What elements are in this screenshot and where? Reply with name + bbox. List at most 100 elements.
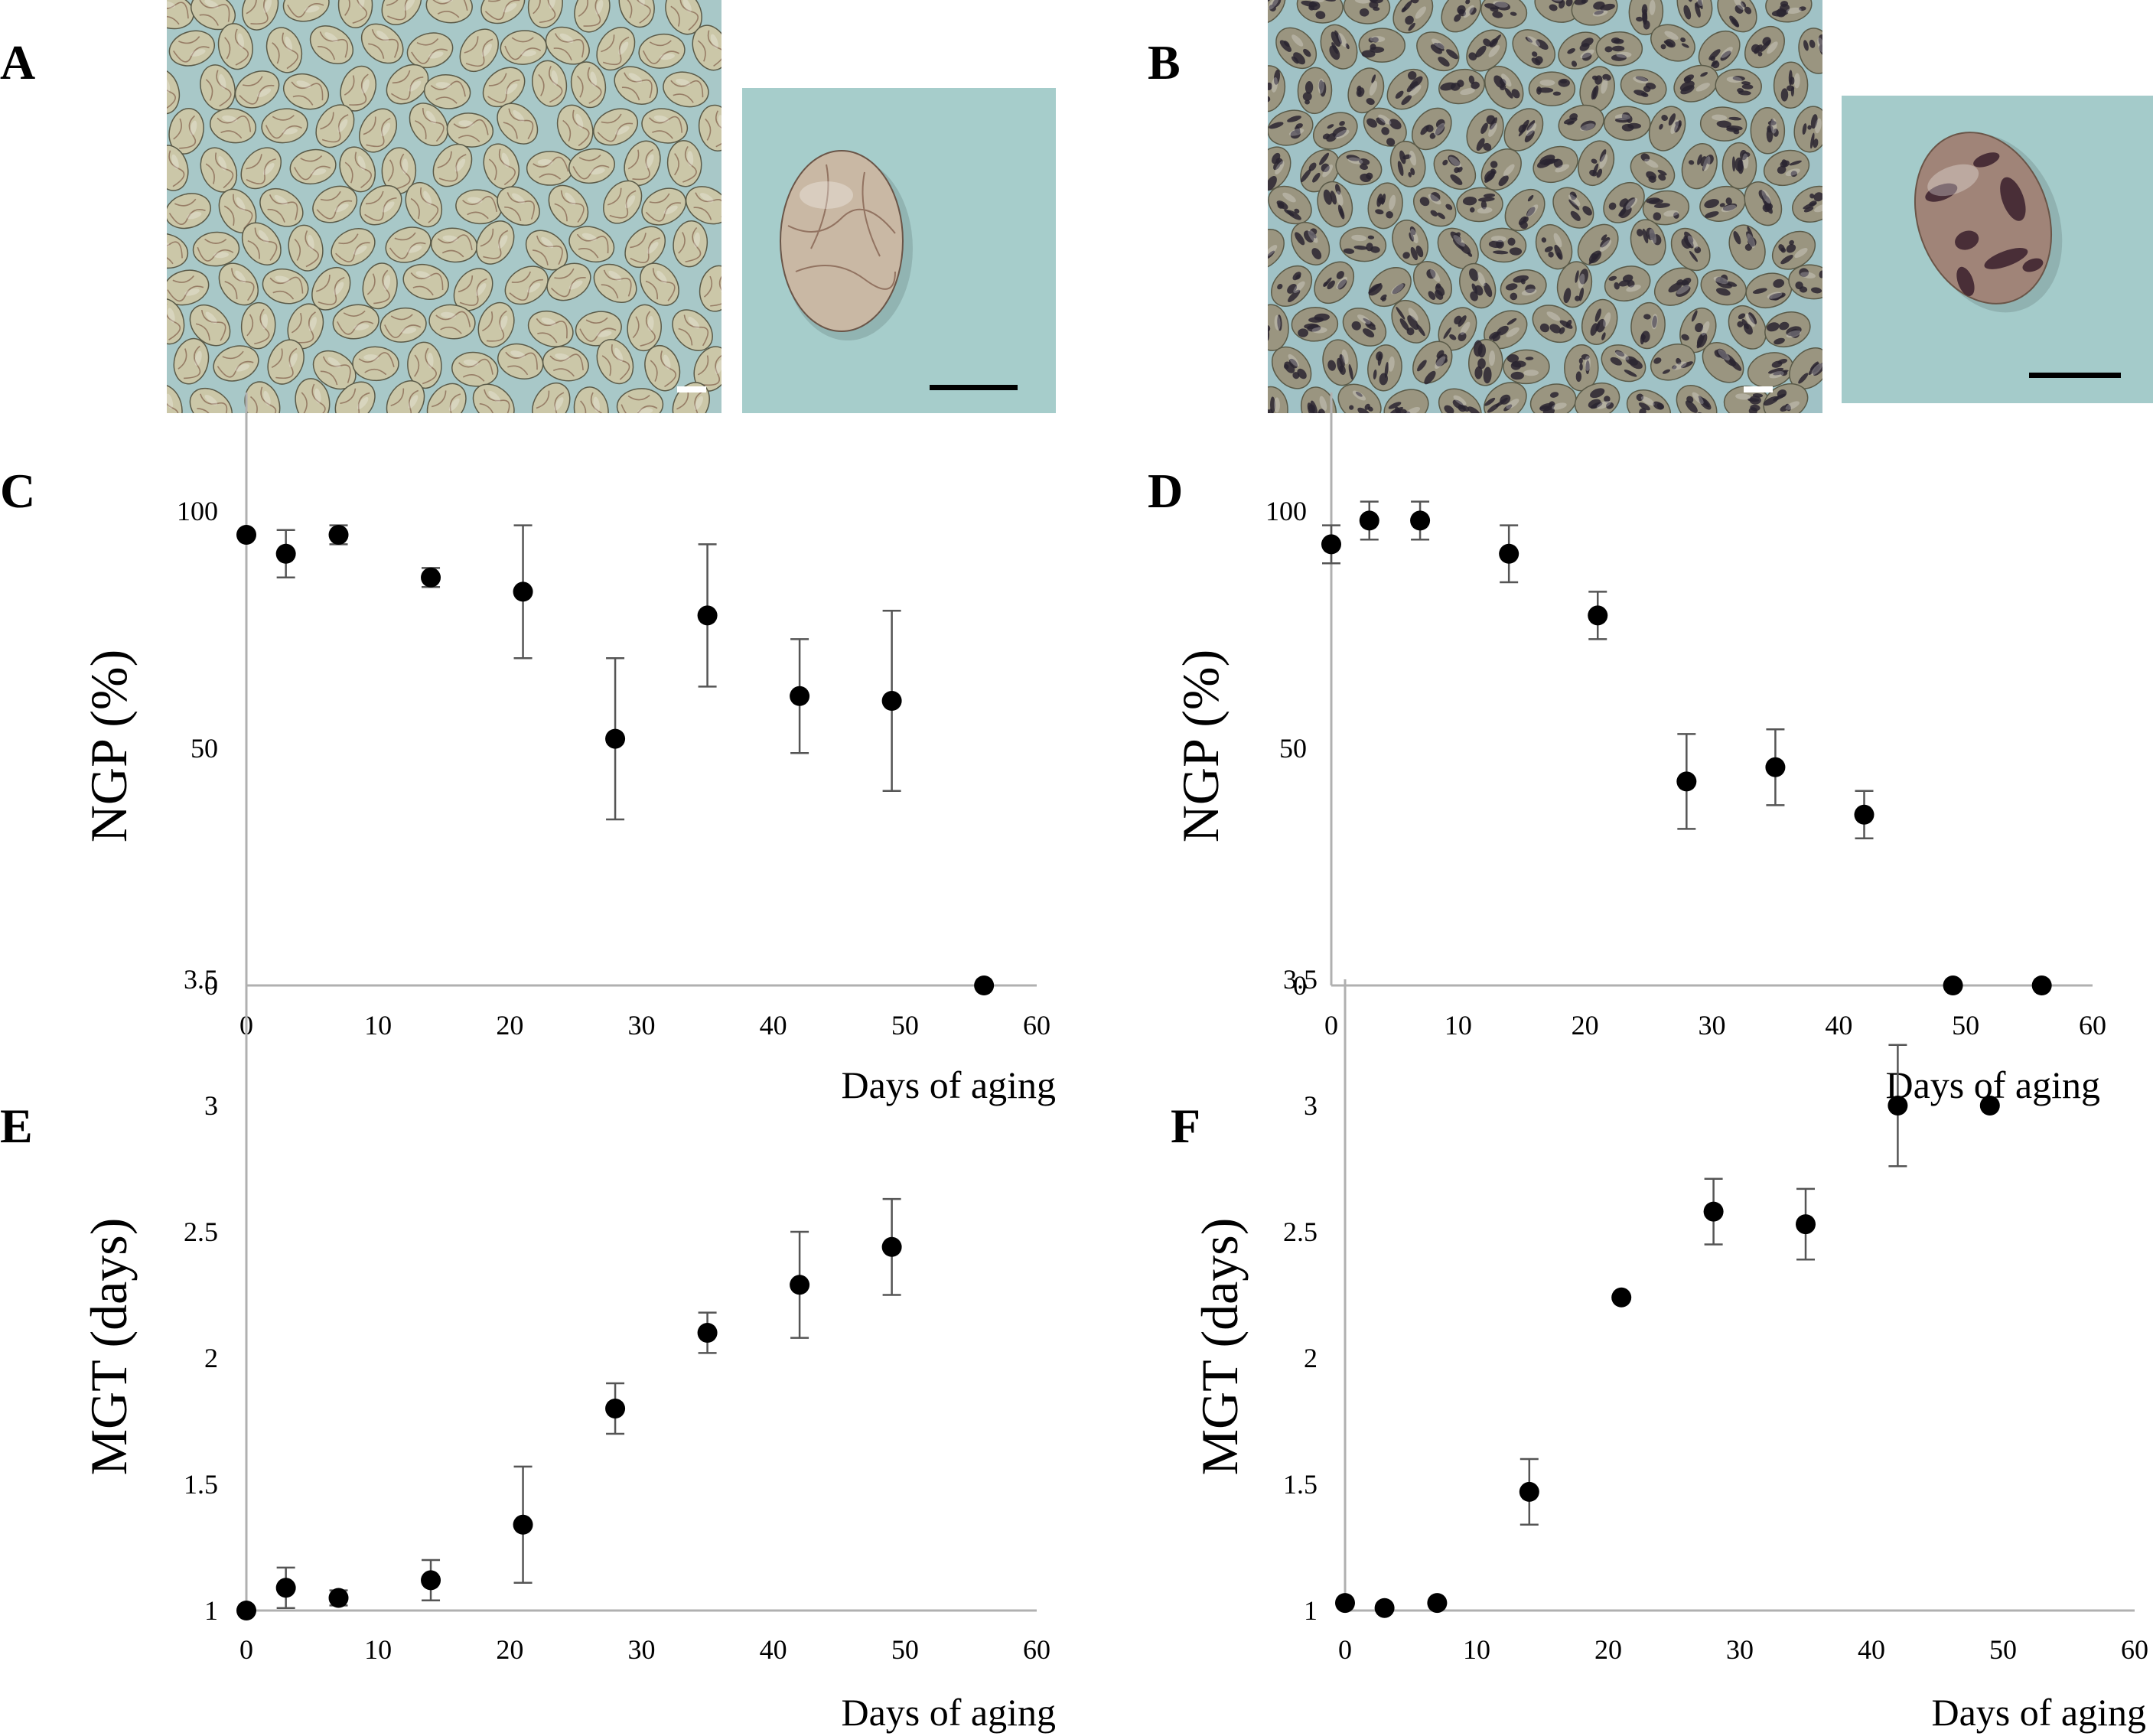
seed-highlight — [236, 197, 246, 211]
seed-mottle — [1525, 284, 1536, 294]
seed-highlight — [1742, 153, 1749, 169]
y-tick-label: 2.5 — [1283, 1217, 1318, 1247]
seed-mottle — [1454, 315, 1462, 324]
seed-mottle — [1370, 46, 1385, 54]
seed-mottle — [1621, 112, 1630, 121]
seed-mottle — [1694, 2, 1701, 18]
data-point — [236, 525, 256, 545]
seed-mottle — [1368, 283, 1383, 296]
seed-body — [385, 226, 432, 263]
seed-highlight — [1770, 118, 1777, 134]
seed-highlight — [402, 158, 409, 174]
seed-mottle — [1275, 158, 1283, 165]
seed-highlight — [1687, 235, 1699, 249]
seed-highlight — [1552, 402, 1567, 410]
seed-mottle — [1731, 156, 1736, 172]
seed-mottle — [1457, 5, 1466, 15]
seed-crack — [538, 66, 563, 103]
seed-mottle — [1408, 22, 1415, 31]
data-point — [605, 1399, 626, 1418]
seed-highlight — [1721, 47, 1733, 58]
seed-mottle — [1343, 248, 1355, 254]
x-tick-label: 10 — [1463, 1634, 1490, 1665]
seed-mottle — [1790, 171, 1798, 178]
seed-mottle — [1359, 8, 1370, 17]
seed-highlight — [589, 168, 605, 175]
seed — [1480, 148, 1522, 191]
seed-body — [189, 304, 231, 347]
seed-highlight — [427, 352, 434, 368]
seed-highlight — [1389, 194, 1396, 210]
seed-mottle — [1402, 154, 1412, 160]
seed — [332, 304, 379, 340]
data-point — [1888, 1096, 1908, 1116]
seed-highlight — [1488, 122, 1497, 138]
seed-mottle — [1268, 96, 1271, 103]
seed-highlight — [441, 311, 456, 319]
closeup-seed — [780, 150, 913, 340]
seed-highlight — [288, 353, 298, 368]
seed-highlight — [1701, 321, 1710, 336]
seed-highlight — [1357, 314, 1371, 324]
seed-mottle — [1559, 327, 1565, 334]
seed-mottle — [1581, 353, 1590, 360]
seed-mottle — [1813, 363, 1822, 376]
seed-highlight — [1369, 80, 1378, 96]
seed-crack — [601, 344, 630, 380]
seed-crack — [645, 268, 676, 301]
seed-body — [1268, 109, 1314, 146]
seed-mottle — [1489, 117, 1497, 130]
seed — [1723, 386, 1771, 413]
seed-highlight — [1293, 281, 1305, 293]
seed-mottle — [1700, 72, 1708, 77]
seed-mottle — [1477, 344, 1487, 358]
seed-body — [618, 0, 655, 28]
seed-highlight — [581, 233, 597, 241]
seed-highlight — [1553, 233, 1562, 248]
seed-mottle — [1751, 44, 1761, 54]
seed — [1630, 301, 1666, 350]
seed — [312, 350, 357, 390]
seed-body — [641, 187, 686, 226]
seed-mottle — [1758, 190, 1767, 200]
seed — [1467, 339, 1503, 386]
seed-highlight — [520, 50, 536, 57]
seed-mottle — [1277, 314, 1282, 331]
data-point — [1410, 510, 1431, 531]
seed — [240, 147, 282, 190]
seed-mottle — [1643, 85, 1651, 93]
seed-mottle — [1498, 175, 1509, 187]
seed — [482, 67, 526, 108]
seed-highlight — [1409, 84, 1422, 96]
seed-highlight — [383, 275, 391, 291]
seed-mottle — [1312, 172, 1321, 183]
seed — [261, 108, 308, 144]
y-axis-title: NGP (%) — [80, 650, 138, 842]
seed-mottle — [1819, 270, 1822, 278]
seed-highlight — [408, 395, 419, 409]
seed-mottle — [1549, 324, 1562, 334]
seed-crack — [195, 309, 226, 341]
seed-mottle — [1335, 184, 1341, 195]
seed-highlight — [596, 331, 612, 337]
seed-mottle — [1803, 207, 1814, 213]
seed-mottle — [1363, 328, 1375, 338]
seed-mottle — [1396, 307, 1405, 320]
seed-mottle — [1269, 122, 1284, 129]
seed-mottle — [1809, 193, 1815, 199]
seed — [1466, 29, 1507, 72]
seed — [1744, 181, 1783, 226]
seed-highlight — [1814, 204, 1822, 213]
data-point — [1427, 1593, 1448, 1614]
seed-crack — [291, 311, 316, 344]
data-point — [697, 1323, 718, 1343]
seed-highlight — [423, 191, 432, 206]
seed-mottle — [1389, 119, 1402, 130]
seed-highlight — [263, 390, 271, 406]
seed-body — [556, 104, 594, 151]
seed-highlight — [1578, 273, 1585, 289]
seed — [451, 351, 499, 387]
seed-crack — [247, 227, 278, 261]
seed-highlight — [1592, 9, 1608, 17]
y-tick-label: 2 — [1304, 1343, 1318, 1373]
